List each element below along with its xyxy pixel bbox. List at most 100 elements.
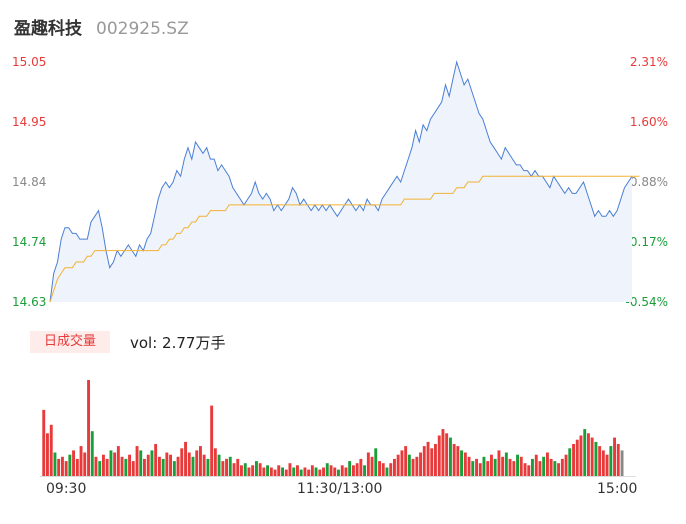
volume-bar (277, 465, 281, 476)
volume-bar (325, 463, 329, 476)
volume-bar (546, 452, 549, 476)
price-tick-label: 15.05 (12, 55, 47, 69)
volume-bar (527, 465, 531, 476)
volume-bar (404, 446, 408, 476)
volume-bar (143, 458, 146, 476)
volume-bar (217, 454, 221, 476)
volume-bar (251, 465, 255, 476)
volume-bar (79, 446, 83, 476)
volume-bar (240, 465, 243, 476)
volume-bar (98, 461, 102, 476)
volume-bar (575, 439, 579, 476)
volume-bar (64, 461, 68, 476)
volume-bar (504, 452, 508, 476)
time-label-open: 09:30 (46, 481, 87, 497)
volume-bar (169, 454, 172, 476)
volume-bar (411, 458, 415, 476)
volume-bar (202, 454, 206, 476)
volume-bar (534, 454, 538, 476)
volume-bar (340, 465, 344, 476)
volume-bar (266, 465, 269, 476)
volume-bar (579, 435, 583, 476)
volume-bar (475, 458, 478, 476)
volume-bar (303, 467, 307, 476)
volume-bar (400, 450, 404, 476)
volume-bar (374, 448, 378, 476)
volume-bar (61, 456, 64, 476)
volume-bar (236, 458, 240, 476)
volume-bar (549, 458, 553, 476)
volume-bar (314, 467, 318, 476)
volume-bar (620, 450, 624, 476)
stock-name: 盈趣科技 (14, 19, 82, 39)
volume-bar (613, 437, 616, 476)
volume-bar (113, 452, 117, 476)
volume-text: vol: 2.77万手 (130, 334, 226, 352)
volume-bar (213, 448, 217, 476)
volume-bar (94, 456, 98, 476)
price-area-fill (50, 62, 632, 302)
volume-bar (322, 467, 325, 476)
volume-bar (434, 444, 437, 476)
stock-code: 002925.SZ (96, 19, 189, 39)
price-tick-label: 14.95 (12, 115, 47, 129)
volume-bar (605, 454, 609, 476)
volume-bar (557, 463, 560, 476)
volume-bar (482, 456, 486, 476)
volume-bar (255, 461, 258, 476)
volume-bar (199, 446, 202, 476)
volume-bar (180, 448, 184, 476)
volume-bar (206, 458, 210, 476)
volume-bar (150, 450, 154, 476)
volume-bar (161, 458, 165, 476)
volume-bar (232, 463, 236, 476)
volume-bar (609, 446, 613, 476)
volume-bar (299, 469, 303, 476)
volume-bar (90, 431, 94, 476)
volume-bar (419, 452, 422, 476)
volume-bar (560, 458, 564, 476)
volume-bar (191, 456, 195, 476)
volume-bar (53, 452, 57, 476)
volume-bar (601, 450, 605, 476)
volume-bar (501, 456, 505, 476)
volume-bar (135, 446, 139, 476)
pct-tick-label: 0.88% (629, 175, 668, 189)
volume-bar (463, 452, 467, 476)
volume-bar (366, 452, 370, 476)
volume-bar (128, 454, 131, 476)
time-label-midday: 11:30/13:00 (297, 481, 383, 497)
volume-bar (116, 446, 120, 476)
volume-bar (467, 456, 471, 476)
volume-bar (445, 433, 449, 476)
volume-bar (284, 469, 288, 476)
volume-bar (333, 467, 337, 476)
volume-tag: 日成交量 (30, 331, 110, 353)
volume-bar (449, 437, 452, 476)
volume-bar (87, 380, 90, 476)
price-tick-label: 14.63 (12, 295, 47, 309)
volume-bar (441, 429, 445, 476)
volume-bar (512, 461, 516, 476)
volume-bar (508, 458, 512, 476)
volume-bar (146, 454, 150, 476)
volume-bar (583, 429, 587, 476)
volume-bar (329, 465, 333, 476)
volume-bar (415, 456, 419, 476)
volume-bar (396, 454, 400, 476)
volume-bar (516, 454, 519, 476)
volume-bar (393, 458, 396, 476)
volume-bar (486, 461, 490, 476)
volume-bar (568, 448, 572, 476)
volume-bar (221, 461, 225, 476)
volume-bar (49, 424, 53, 476)
volume-bar (176, 456, 180, 476)
volume-bar (262, 467, 266, 476)
volume-bar (553, 461, 557, 476)
volume-bar (452, 444, 456, 476)
volume-bar (344, 467, 348, 476)
volume-bar (288, 463, 292, 476)
volume-bar (542, 456, 546, 476)
volume-bar (46, 433, 49, 476)
volume-bar (57, 458, 61, 476)
